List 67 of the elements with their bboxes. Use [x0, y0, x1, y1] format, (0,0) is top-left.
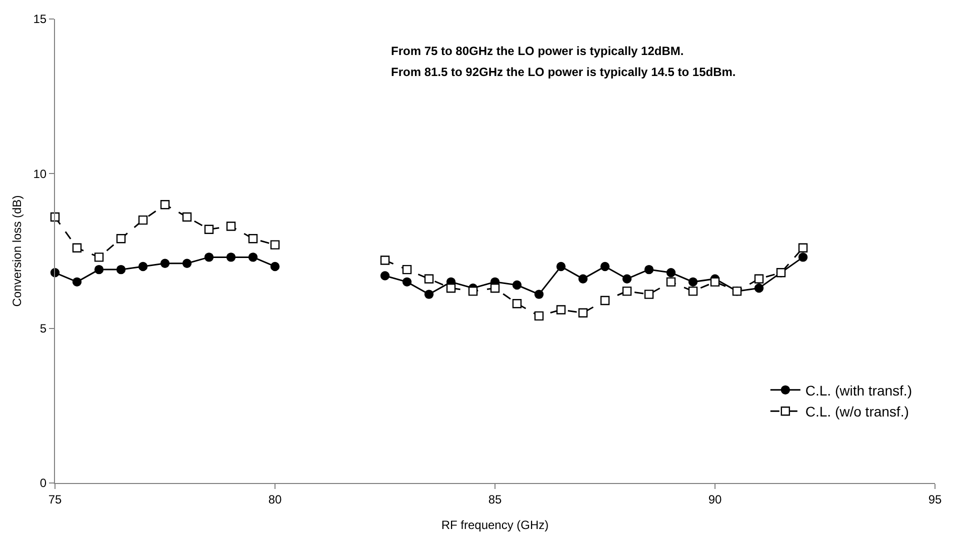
point: [600, 262, 610, 272]
point: [754, 284, 764, 293]
point: [666, 277, 676, 287]
point: [666, 268, 676, 278]
point: [116, 264, 126, 274]
point: [182, 258, 192, 268]
point: [270, 262, 280, 272]
point: [446, 284, 456, 293]
annotation: From 75 to 80GHz the LO power is typically 12dBM.: [391, 44, 684, 58]
point: [160, 200, 170, 210]
y-axis-title: Conversion loss (dB): [10, 195, 24, 307]
point: [688, 286, 698, 296]
x-tick-label: 90: [708, 492, 722, 506]
point: [94, 264, 104, 274]
point: [512, 298, 522, 308]
x-tick-label: 95: [928, 492, 942, 506]
point: [424, 290, 434, 299]
point: [380, 271, 390, 280]
point: [644, 290, 654, 299]
point: [644, 264, 654, 274]
point: [468, 286, 478, 296]
x-tick-label: 80: [268, 492, 282, 506]
y-tick-label: 10: [33, 166, 47, 181]
x-tick-label: 75: [48, 492, 62, 506]
y-tick-label: 0: [40, 476, 47, 490]
point: [622, 274, 632, 284]
point: [116, 234, 126, 244]
x-axis-title: RF frequency (GHz): [441, 518, 549, 532]
point: [160, 258, 170, 268]
point: [248, 234, 258, 244]
point: [226, 252, 236, 262]
point: [72, 277, 82, 287]
point: [94, 252, 104, 262]
point: [578, 308, 588, 318]
point: [556, 305, 566, 314]
legend-label: C.L. (w/o transf.): [805, 404, 909, 420]
point: [710, 277, 720, 287]
point: [424, 274, 434, 284]
point: [270, 240, 280, 250]
y-tick-label: 15: [33, 12, 47, 26]
point: [600, 296, 610, 306]
point: [402, 264, 412, 274]
point: [754, 274, 764, 284]
legend-label: C.L. (with transf.): [805, 382, 912, 398]
point: [380, 256, 390, 265]
point: [534, 311, 544, 321]
point: [688, 277, 698, 287]
point: [578, 274, 588, 284]
point: [248, 252, 258, 262]
point: [622, 286, 632, 296]
point: [402, 277, 412, 287]
annotation: From 81.5 to 92GHz the LO power is typically 14.5 to 15dBm.: [391, 65, 736, 79]
point: [182, 212, 192, 222]
point: [138, 262, 148, 272]
point: [798, 243, 808, 253]
x-tick-label: 85: [488, 492, 502, 506]
point: [798, 252, 808, 262]
point: [534, 290, 544, 299]
point: [226, 222, 236, 231]
point: [556, 262, 566, 272]
y-tick-label: 5: [40, 322, 47, 336]
point: [490, 284, 500, 293]
point: [72, 243, 82, 253]
point: [204, 224, 214, 234]
point: [138, 215, 148, 225]
point: [204, 252, 214, 262]
point: [512, 280, 522, 290]
